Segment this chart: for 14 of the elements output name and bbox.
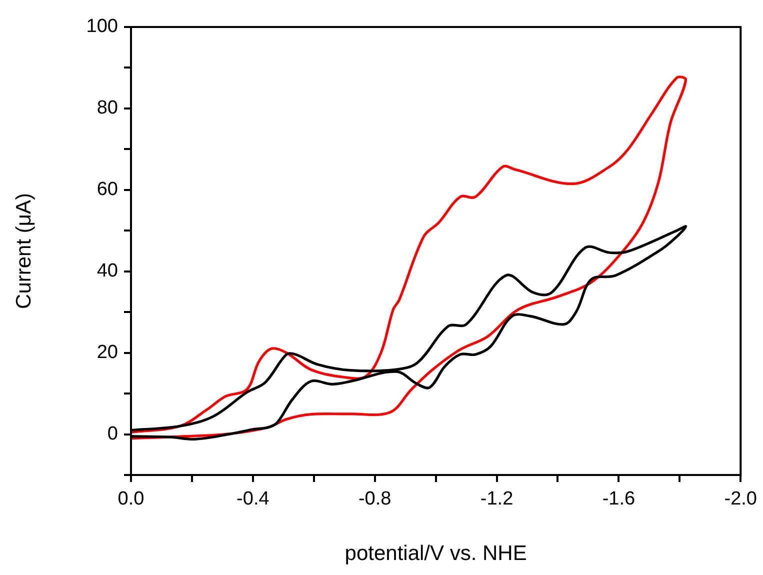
y-tick-label: 0 <box>107 424 118 445</box>
x-tick-label: -2.0 <box>724 488 758 510</box>
y-tick-label: 20 <box>96 342 118 364</box>
y-tick-label: 40 <box>96 260 118 282</box>
y-tick-label: 60 <box>96 179 118 200</box>
x-tick-label: 0.0 <box>118 488 144 510</box>
y-tick-label: 80 <box>96 98 118 119</box>
x-tick-label: -1.6 <box>602 488 636 510</box>
x-tick-label: -1.2 <box>480 488 514 510</box>
x-tick-label: -0.4 <box>236 488 270 510</box>
y-axis-title: Current (μA) <box>12 193 36 309</box>
y-tick-label: 100 <box>86 16 118 38</box>
x-tick-label: -0.8 <box>358 488 392 510</box>
x-axis-title: potential/V vs. NHE <box>344 542 527 566</box>
